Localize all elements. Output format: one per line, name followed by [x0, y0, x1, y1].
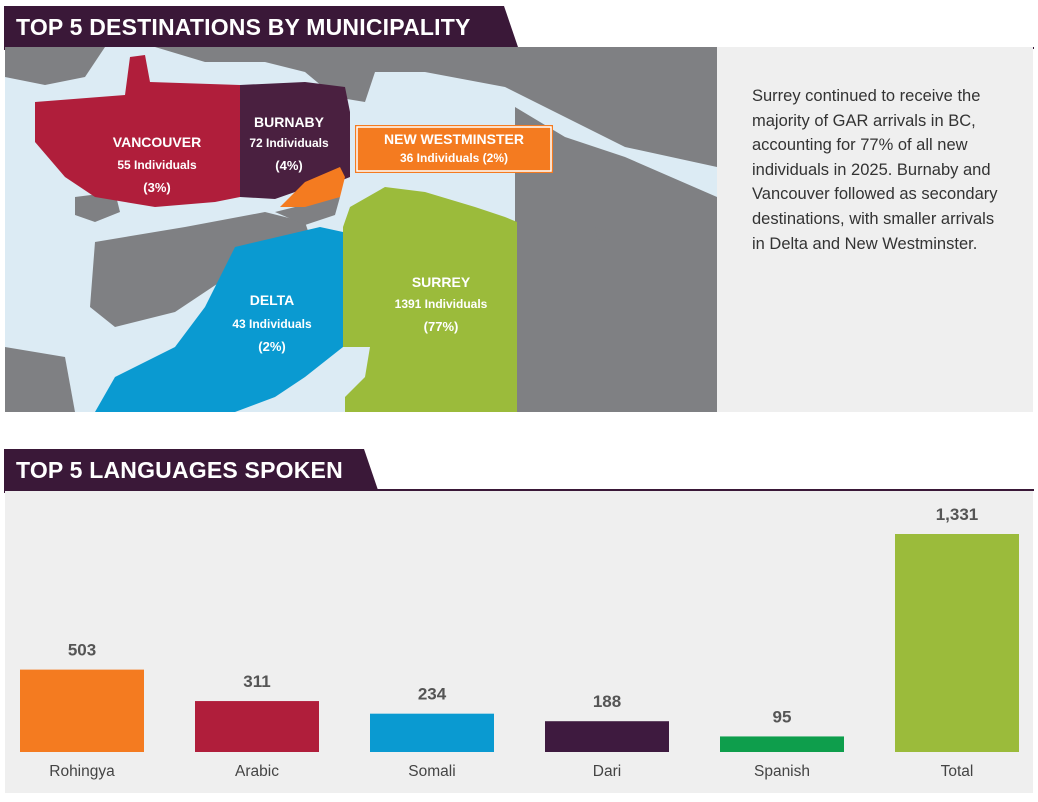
north-land-upper-left [5, 47, 105, 85]
delta-individuals: 43 Individuals [232, 317, 312, 331]
bar-rohingya [20, 669, 144, 752]
surrey-individuals: 1391 Individuals [395, 297, 488, 311]
category-label: Arabic [235, 763, 279, 780]
section-divider [4, 489, 1034, 491]
section-title-destinations: TOP 5 DESTINATIONS BY MUNICIPALITY [16, 14, 471, 40]
delta-region [95, 227, 343, 412]
bar-value-label: 503 [68, 641, 96, 660]
burnaby-pct: (4%) [275, 158, 302, 173]
new-westminster-callout-box [355, 125, 553, 173]
category-label: Dari [593, 763, 621, 780]
western-islet [75, 192, 120, 222]
new-westminster-individuals: 36 Individuals (2%) [400, 151, 508, 165]
languages-chart: 503 Rohingya 311 Arabic 234 Somali 188 Dari 95 Sp… [5, 491, 1033, 793]
surrey-pct: (77%) [424, 319, 459, 334]
delta-label: DELTA [250, 292, 295, 308]
bar-value-label: 188 [593, 692, 621, 711]
category-label: Somali [408, 763, 455, 780]
vancouver-label: VANCOUVER [113, 134, 201, 150]
new-westminster-region [280, 167, 345, 207]
bar-value-label: 1,331 [936, 505, 979, 524]
bar-dari [545, 721, 669, 752]
vancouver-individuals: 55 Individuals [117, 158, 197, 172]
section-banner-languages: TOP 5 LANGUAGES SPOKEN [4, 449, 379, 493]
languages-bar-chart: 503 Rohingya 311 Arabic 234 Somali 188 Dari 95 Sp… [20, 505, 1019, 780]
section-title-languages: TOP 5 LANGUAGES SPOKEN [16, 457, 343, 483]
bar-spanish [720, 736, 844, 752]
bar-arabic [195, 701, 319, 752]
vancouver-pct: (3%) [143, 180, 170, 195]
bar-total [895, 534, 1019, 752]
bar-value-label: 311 [243, 672, 270, 691]
description-text: Surrey continued to receive the majority… [752, 87, 998, 253]
bar-value-label: 95 [773, 707, 792, 726]
section-banner-destinations: TOP 5 DESTINATIONS BY MUNICIPALITY [4, 6, 519, 50]
north-shore-land [155, 47, 717, 167]
southwest-peninsula [5, 347, 75, 412]
new-westminster-callout-border [356, 126, 552, 172]
richmond-land [90, 212, 310, 327]
delta-pct: (2%) [258, 339, 285, 354]
vancouver-region [35, 55, 240, 207]
category-label: Rohingya [49, 763, 115, 780]
banner-shape [4, 6, 519, 50]
east-land [515, 107, 717, 412]
surrey-region [343, 187, 517, 412]
burnaby-label: BURNABY [254, 114, 325, 130]
surrey-label: SURREY [412, 274, 471, 290]
new-westminster-label: NEW WESTMINSTER [384, 131, 524, 147]
category-label: Spanish [754, 763, 810, 780]
bar-somali [370, 713, 494, 752]
river-islet [275, 197, 340, 225]
municipality-map: VANCOUVER 55 Individuals (3%) BURNABY 72… [5, 47, 717, 412]
bar-value-label: 234 [418, 685, 447, 704]
burnaby-individuals: 72 Individuals [249, 136, 329, 150]
banner-shape [4, 449, 379, 493]
burnaby-region [240, 82, 350, 199]
category-label: Total [941, 763, 974, 780]
small-islet [595, 227, 615, 242]
description-panel: Surrey continued to receive the majority… [717, 47, 1033, 412]
